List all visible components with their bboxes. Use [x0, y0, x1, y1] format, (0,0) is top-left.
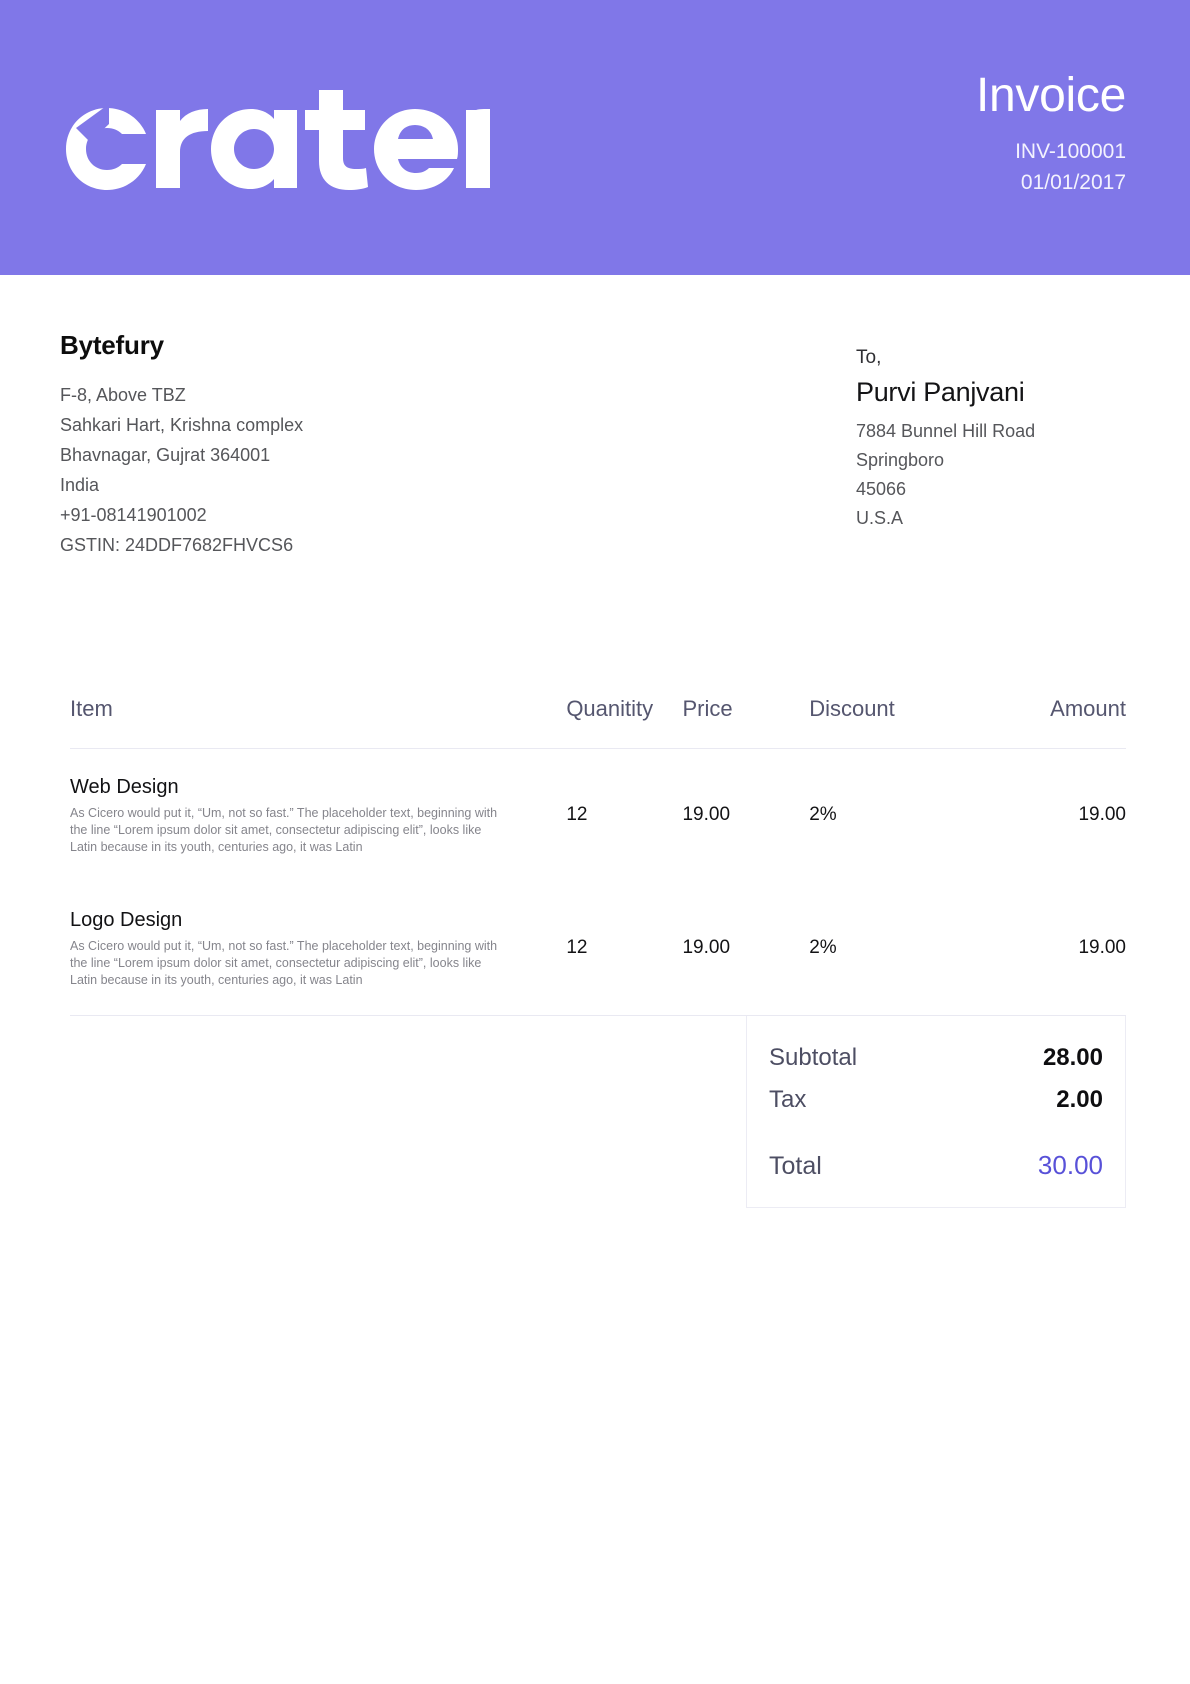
- invoice-date: 01/01/2017: [1020, 171, 1126, 195]
- table-row: Web Design As Cicero would put it, “Um, …: [70, 749, 1126, 883]
- crater-logo: [60, 89, 490, 190]
- column-header-price: Price: [682, 696, 733, 721]
- total-value: 30.00: [1037, 1150, 1103, 1180]
- column-header-quantity: Quanitity: [566, 696, 654, 721]
- totals-box: Subtotal 28.00 Tax 2.00 Total 30.00: [746, 1016, 1126, 1208]
- tax-row: Tax 2.00: [769, 1086, 1103, 1114]
- item-description: As Cicero would put it, “Um, not so fast…: [70, 806, 498, 854]
- subtotal-label: Subtotal: [769, 1044, 858, 1071]
- total-label: Total: [769, 1152, 822, 1180]
- company-address-block: Bytefury F-8, Above TBZ Sahkari Hart, Kr…: [60, 330, 303, 560]
- bill-to-country: U.S.A: [856, 508, 904, 528]
- cell-price: 19.00: [682, 936, 731, 958]
- bill-to-address-line: Springboro: [856, 450, 945, 470]
- cell-item: Web Design As Cicero would put it, “Um, …: [70, 749, 566, 883]
- line-items-table: Item Quanitity Price Discount Amount Web…: [70, 696, 1126, 1015]
- cell-quantity: 12: [566, 936, 588, 958]
- table-row: Logo Design As Cicero would put it, “Um,…: [70, 882, 1126, 1015]
- cell-discount: 2%: [809, 803, 837, 825]
- subtotal-value: 28.00: [1042, 1044, 1103, 1071]
- subtotal-row: Subtotal 28.00: [769, 1044, 1103, 1072]
- company-address-line: Bhavnagar, Gujrat 364001: [60, 445, 271, 465]
- item-name: Logo Design: [70, 909, 183, 931]
- item-description: As Cicero would put it, “Um, not so fast…: [70, 939, 498, 987]
- column-header-discount: Discount: [809, 696, 895, 721]
- company-address-line: India: [60, 475, 100, 495]
- cell-item: Logo Design As Cicero would put it, “Um,…: [70, 882, 566, 1015]
- total-row: Total 30.00: [769, 1150, 1103, 1181]
- company-name: Bytefury: [60, 330, 164, 360]
- invoice-header: Invoice INV-100001 01/01/2017: [0, 0, 1190, 275]
- bill-to-address-line: 7884 Bunnel Hill Road: [856, 421, 1036, 441]
- cell-quantity: 12: [566, 803, 588, 825]
- table-header: Item Quanitity Price Discount Amount: [70, 696, 1126, 749]
- company-address-line: F-8, Above TBZ: [60, 385, 186, 405]
- bill-to-block: To, Purvi Panjvani 7884 Bunnel Hill Road…: [856, 330, 1126, 560]
- address-section: Bytefury F-8, Above TBZ Sahkari Hart, Kr…: [0, 275, 1190, 560]
- tax-value: 2.00: [1056, 1086, 1103, 1113]
- table-body: Web Design As Cicero would put it, “Um, …: [70, 749, 1126, 1016]
- column-header-amount: Amount: [1050, 696, 1126, 721]
- bill-to-address-line: 45066: [856, 479, 907, 499]
- company-phone: +91-08141901002: [60, 505, 207, 525]
- bill-to-label: To,: [856, 347, 882, 368]
- page-title: Invoice: [976, 69, 1126, 123]
- column-header-item: Item: [70, 696, 113, 721]
- invoice-number: INV-100001: [1015, 139, 1126, 163]
- bill-to-name: Purvi Panjvani: [856, 377, 1025, 407]
- company-address-line: Sahkari Hart, Krishna complex: [60, 415, 304, 435]
- line-items-section: Item Quanitity Price Discount Amount Web…: [70, 696, 1126, 1015]
- company-gstin: GSTIN: 24DDF7682FHVCS6: [60, 535, 294, 555]
- cell-amount: 19.00: [1078, 803, 1126, 825]
- invoice-meta: Invoice INV-100001 01/01/2017: [976, 71, 1126, 197]
- item-name: Web Design: [70, 776, 179, 798]
- cell-price: 19.00: [682, 803, 731, 825]
- totals-section: Subtotal 28.00 Tax 2.00 Total 30.00: [70, 1015, 1126, 1208]
- cell-discount: 2%: [809, 936, 837, 958]
- tax-label: Tax: [769, 1086, 807, 1113]
- cell-amount: 19.00: [1078, 936, 1126, 958]
